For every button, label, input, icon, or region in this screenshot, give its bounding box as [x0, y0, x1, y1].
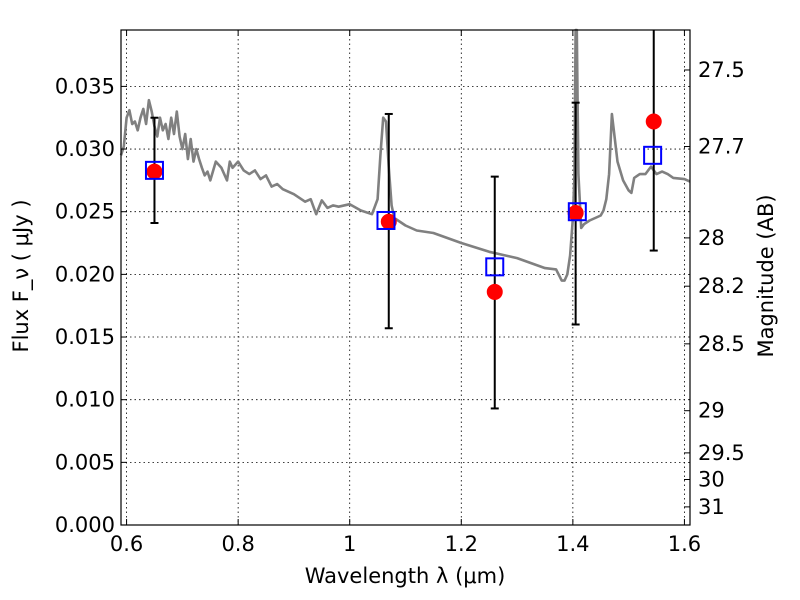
magnitude-tick-label: 28.2	[698, 274, 745, 298]
x-tick-label: 1	[343, 532, 356, 556]
magnitude-tick-label: 30	[698, 467, 725, 491]
y-axis-label-right: Magnitude (AB)	[754, 194, 778, 357]
model-points	[144, 145, 663, 277]
spectrum-layer	[119, 28, 691, 282]
x-tick-label: 1.4	[556, 532, 589, 556]
magnitude-tick-label: 31	[698, 495, 725, 519]
y-tick-label: 0.005	[55, 450, 115, 474]
y-tick-label: 0.035	[55, 74, 115, 98]
observed-point	[645, 113, 662, 130]
y-tick-label: 0.020	[55, 262, 115, 286]
x-tick-label: 0.8	[221, 532, 254, 556]
magnitude-tick-label: 28	[698, 226, 725, 250]
y-tick-label: 0.015	[55, 325, 115, 349]
grid-lines	[121, 30, 690, 526]
axis-ticks	[121, 30, 690, 526]
observed-point	[486, 283, 503, 300]
tick-labels: 0.6 0.8 1 1.2 1.4 1.6 0.000 0.005 0.010 0.015 0.02…	[55, 58, 745, 556]
plot-frame	[120, 29, 691, 526]
model-point	[376, 210, 396, 230]
x-axis-label: Wavelength λ (μm)	[305, 564, 506, 588]
observed-point	[146, 163, 163, 180]
magnitude-tick-label: 29.5	[698, 441, 745, 465]
y-tick-label: 0.000	[55, 513, 115, 537]
y-axis-label-left: Flux F_ν ( μJy )	[9, 199, 34, 352]
observed-point	[567, 204, 584, 221]
model-point	[144, 160, 164, 180]
model-point	[485, 257, 505, 277]
spectrum-line	[119, 28, 691, 282]
y-tick-label: 0.025	[55, 200, 115, 224]
x-tick-label: 0.6	[110, 532, 143, 556]
model-point	[643, 145, 663, 165]
magnitude-tick-label: 27.7	[698, 135, 745, 159]
magnitude-tick-label: 27.5	[698, 58, 745, 82]
x-tick-label: 1.6	[668, 532, 701, 556]
observed-points	[146, 113, 662, 300]
magnitude-tick-label: 28.5	[698, 332, 745, 356]
magnitude-tick-label: 29	[698, 399, 725, 423]
y-tick-label: 0.030	[55, 137, 115, 161]
model-point	[567, 202, 587, 222]
y-tick-label: 0.010	[55, 388, 115, 412]
x-tick-label: 1.2	[445, 532, 478, 556]
